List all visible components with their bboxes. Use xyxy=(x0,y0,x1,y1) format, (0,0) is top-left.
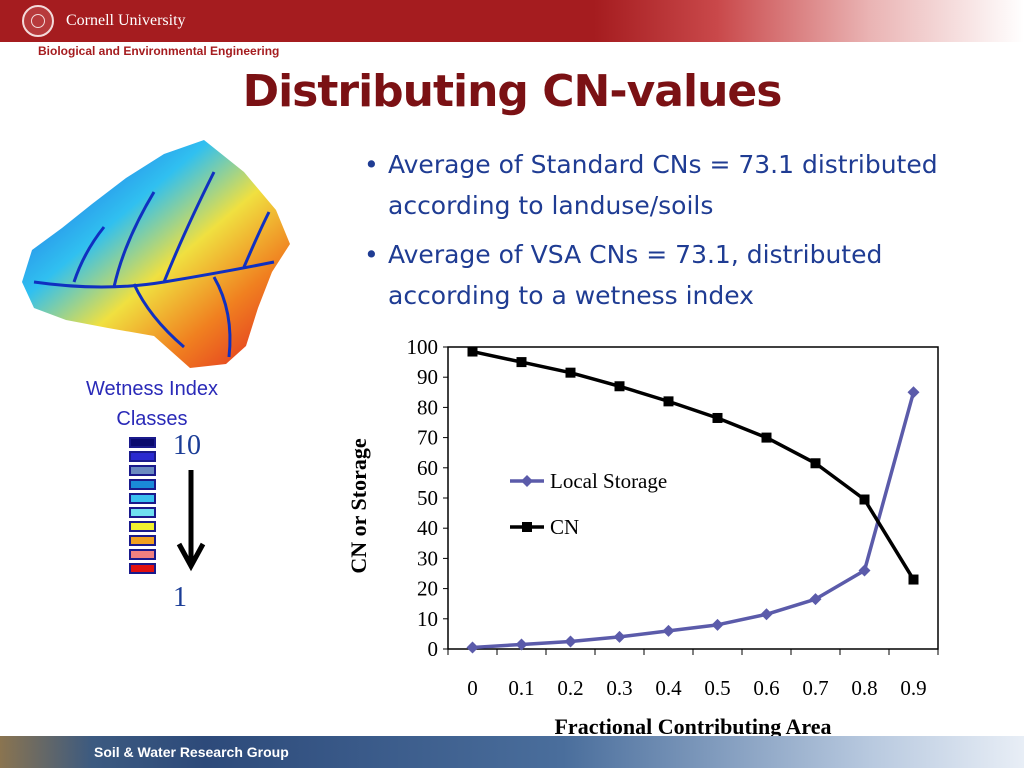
x-tick-label: 0.7 xyxy=(802,676,828,700)
wetness-class-swatch xyxy=(129,451,156,462)
data-point xyxy=(760,608,773,621)
data-point xyxy=(467,346,478,357)
legend-marker xyxy=(522,522,532,532)
series-line xyxy=(472,391,916,650)
wetness-low-label: 1 xyxy=(173,582,187,613)
data-point xyxy=(662,624,675,637)
bullet-item: • Average of Standard CNs = 73.1 distribu… xyxy=(364,144,1004,226)
data-point xyxy=(516,357,527,368)
data-point xyxy=(711,618,724,631)
header-bar: Cornell University xyxy=(0,0,1024,42)
x-tick-label: 0.2 xyxy=(557,676,583,700)
x-tick-label: 0.6 xyxy=(753,676,779,700)
y-tick-label: 60 xyxy=(417,456,438,480)
x-tick-label: 0.8 xyxy=(851,676,877,700)
wetness-class-swatch xyxy=(129,493,156,504)
series-line xyxy=(472,349,915,581)
y-tick-label: 40 xyxy=(417,516,438,540)
y-tick-label: 80 xyxy=(417,395,438,419)
data-point xyxy=(564,635,577,648)
footer-text: Soil & Water Research Group xyxy=(94,744,289,760)
data-point xyxy=(908,574,919,585)
bullet-text: Average of Standard CNs = 73.1 distribut… xyxy=(388,150,938,220)
y-tick-label: 0 xyxy=(428,637,439,661)
wetness-class-swatch xyxy=(129,465,156,476)
stream-network xyxy=(33,171,275,358)
x-tick-label: 0 xyxy=(467,676,478,700)
wetness-class-swatch xyxy=(129,479,156,490)
cornell-seal-icon xyxy=(22,5,54,37)
y-tick-label: 50 xyxy=(417,486,438,510)
bullet-dot: • xyxy=(364,240,379,269)
bullet-item: • Average of VSA CNs = 73.1, distributed … xyxy=(364,234,1004,316)
footer-bar xyxy=(0,736,1024,768)
bullet-list: • Average of Standard CNs = 73.1 distribu… xyxy=(364,144,1004,324)
data-point xyxy=(466,641,479,654)
y-tick-label: 70 xyxy=(417,426,438,450)
wetness-high-label: 10 xyxy=(173,430,201,461)
data-point xyxy=(810,458,821,469)
cn-storage-chart: 0 10 20 30 40 50 60 70 80 90 100 0 0.1 0.2 0.3 0.4 0.5 0.… xyxy=(346,335,939,739)
wetness-class-swatch xyxy=(129,521,156,532)
legend-label: CN xyxy=(550,515,579,539)
y-tick-label: 90 xyxy=(417,365,438,389)
data-point xyxy=(663,396,674,407)
slide-title: Distributing CN-values xyxy=(242,66,783,117)
x-tick-label: 0.5 xyxy=(704,676,730,700)
legend-marker xyxy=(521,475,533,487)
wetness-class-swatch xyxy=(129,563,156,574)
x-tick-label: 0.1 xyxy=(508,676,534,700)
x-tick-label: 0.3 xyxy=(606,676,632,700)
data-point xyxy=(859,494,870,505)
y-tick-label: 100 xyxy=(407,335,439,359)
wetness-class-swatch xyxy=(129,507,156,518)
bullet-text: Average of VSA CNs = 73.1, distributed a… xyxy=(388,240,883,310)
department-name: Biological and Environmental Engineering xyxy=(38,44,280,58)
legend-label: Local Storage xyxy=(550,469,667,493)
y-tick-label: 10 xyxy=(417,607,438,631)
watershed-shape xyxy=(22,140,290,368)
wetness-legend-title: Wetness Index Classes xyxy=(86,378,218,430)
down-arrow-icon xyxy=(176,470,206,572)
data-point xyxy=(858,564,871,577)
wetness-swatch-list xyxy=(129,437,156,577)
x-axis-label: Fractional Contributing Area xyxy=(554,714,831,739)
university-name: Cornell University xyxy=(66,12,186,29)
wetness-index-map xyxy=(22,140,290,368)
data-point xyxy=(515,638,528,651)
wetness-class-swatch xyxy=(129,437,156,448)
y-tick-label: 30 xyxy=(417,546,438,570)
wetness-class-swatch xyxy=(129,535,156,546)
wetness-class-swatch xyxy=(129,549,156,560)
data-point xyxy=(613,630,626,643)
y-axis-label: CN or Storage xyxy=(346,438,371,573)
data-point xyxy=(614,381,625,392)
data-point xyxy=(761,432,772,443)
y-tick-label: 20 xyxy=(417,577,438,601)
data-point xyxy=(907,386,920,399)
x-tick-label: 0.9 xyxy=(900,676,926,700)
data-point xyxy=(565,367,576,378)
bullet-dot: • xyxy=(364,150,379,179)
x-tick-label: 0.4 xyxy=(655,676,682,700)
data-point xyxy=(809,593,822,606)
data-point xyxy=(712,412,723,423)
